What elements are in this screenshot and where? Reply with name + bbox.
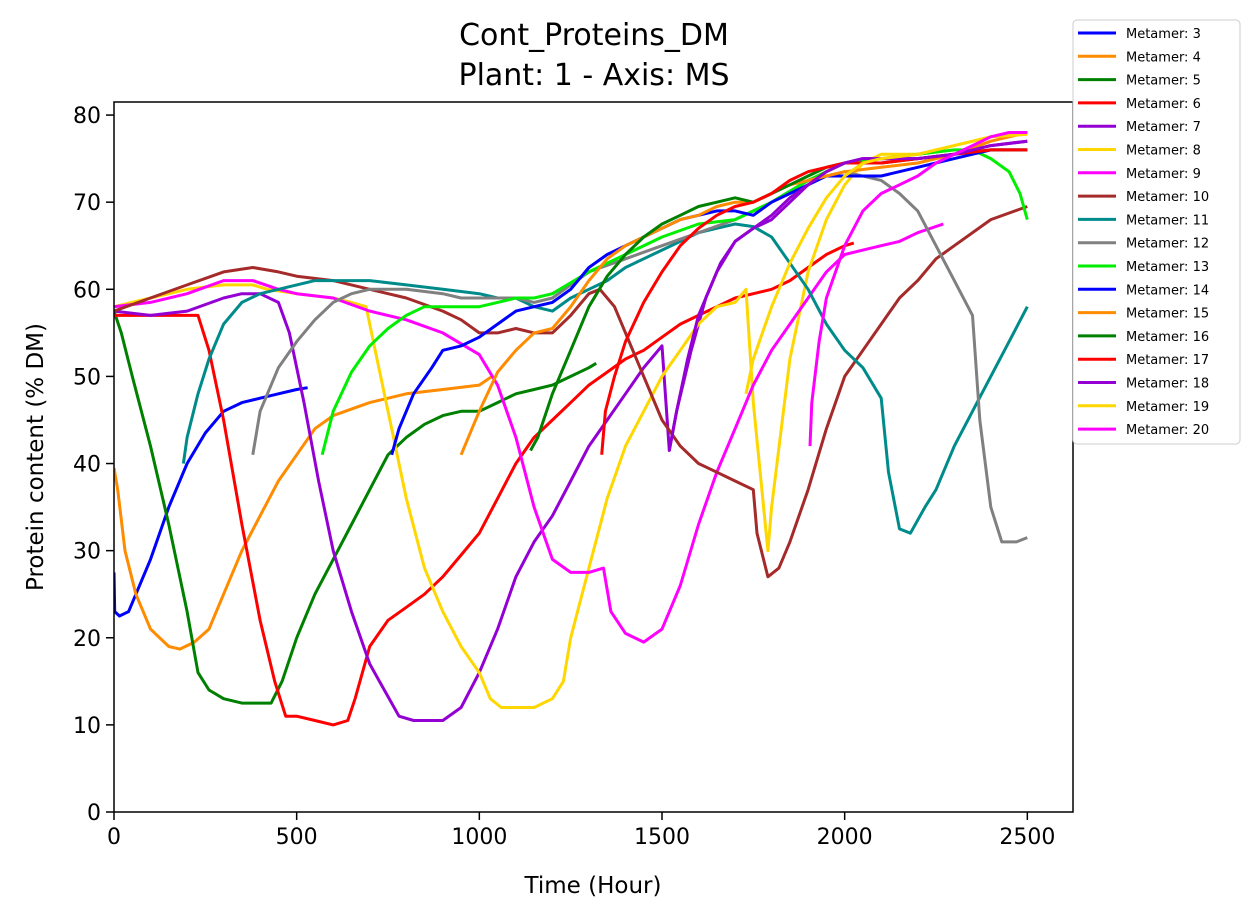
legend-label-14: Metamer: 16 xyxy=(1126,330,1209,345)
y-axis-label: Protein content (% DM) xyxy=(23,323,49,591)
series-line-10 xyxy=(251,170,1028,544)
x-tick-label: 1000 xyxy=(451,825,507,850)
legend-label-2: Metamer: 4 xyxy=(1126,50,1201,65)
legend-label-12: Metamer: 14 xyxy=(1126,283,1209,298)
legend-label-9: Metamer: 11 xyxy=(1126,213,1209,228)
series-line-7 xyxy=(114,222,944,644)
y-tick-label: 60 xyxy=(73,278,101,303)
legend-label-13: Metamer: 15 xyxy=(1126,307,1209,322)
series-line-2 xyxy=(114,375,493,651)
legend-label-3: Metamer: 5 xyxy=(1126,74,1201,89)
x-tick-label: 2500 xyxy=(999,825,1055,850)
x-axis-label: Time (Hour) xyxy=(524,873,662,899)
y-tick-label: 80 xyxy=(73,104,101,129)
y-axis: 0 10 20 30 40 50 60 70 80 xyxy=(73,104,114,826)
series-line-6 xyxy=(114,132,1028,709)
plot-frame xyxy=(113,101,1074,813)
series-line-14 xyxy=(529,148,1028,452)
legend-label-10: Metamer: 12 xyxy=(1126,237,1209,252)
legend-label-16: Metamer: 18 xyxy=(1126,377,1209,392)
x-tick-label: 2000 xyxy=(817,825,873,850)
legend-label-17: Metamer: 19 xyxy=(1126,400,1209,415)
y-tick-label: 10 xyxy=(73,714,101,739)
x-tick-label: 0 xyxy=(107,825,121,850)
series-line-3 xyxy=(114,310,597,705)
series-line-17 xyxy=(744,132,1028,395)
series-line-9 xyxy=(181,222,1029,535)
y-tick-label: 40 xyxy=(73,453,101,478)
series-line-18 xyxy=(808,131,1028,447)
legend-label-4: Metamer: 6 xyxy=(1126,97,1201,112)
x-tick-label: 1500 xyxy=(634,825,690,850)
series-line-8 xyxy=(114,205,1028,579)
legend-label-1: Metamer: 3 xyxy=(1126,27,1201,42)
legend-label-6: Metamer: 8 xyxy=(1126,144,1201,159)
series-line-13 xyxy=(459,131,1028,456)
y-tick-label: 0 xyxy=(87,801,101,826)
legend-label-15: Metamer: 17 xyxy=(1126,353,1209,368)
chart-subtitle: Plant: 1 - Axis: MS xyxy=(458,58,729,93)
y-tick-label: 70 xyxy=(73,191,101,216)
y-tick-label: 50 xyxy=(73,365,101,390)
y-tick-label: 20 xyxy=(73,627,101,652)
series-layer xyxy=(114,131,1029,727)
chart-title: Cont_Proteins_DM xyxy=(459,18,729,53)
legend-label-11: Metamer: 13 xyxy=(1126,260,1209,275)
series-line-4 xyxy=(114,241,855,727)
legend-label-8: Metamer: 10 xyxy=(1126,190,1209,205)
series-line-16 xyxy=(667,139,1028,451)
x-tick-label: 500 xyxy=(276,825,318,850)
legend-label-18: Metamer: 20 xyxy=(1126,423,1209,438)
series-line-1 xyxy=(114,386,308,618)
legend-label-7: Metamer: 9 xyxy=(1126,167,1201,182)
x-axis: 0 500 1000 1500 2000 2500 xyxy=(107,812,1055,850)
legend-label-5: Metamer: 7 xyxy=(1126,120,1201,135)
legend: Metamer: 3 Metamer: 4 Metamer: 5 Metamer: 6… xyxy=(1072,19,1241,445)
y-tick-label: 30 xyxy=(73,540,101,565)
series-line-11 xyxy=(320,148,1029,456)
